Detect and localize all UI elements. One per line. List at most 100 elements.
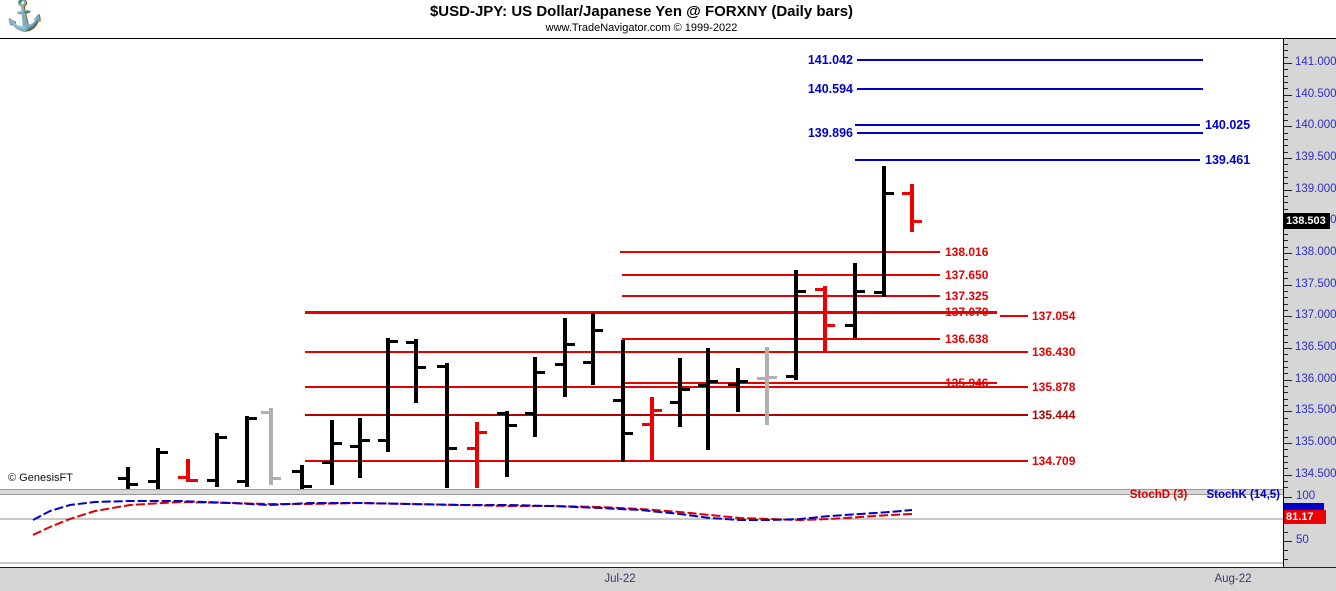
price-chart-panel[interactable] <box>0 39 1283 489</box>
price-axis-tick <box>1284 437 1288 438</box>
level-line <box>305 414 1028 416</box>
level-label: 135.444 <box>1032 408 1076 422</box>
ohlc-bar <box>706 348 710 450</box>
ohlc-bar <box>736 368 740 412</box>
level-line <box>620 251 940 253</box>
last-price-box: 138.503 <box>1284 213 1330 229</box>
price-axis[interactable] <box>1284 39 1336 567</box>
ohlc-bar <box>823 286 827 352</box>
price-axis-tick <box>1284 405 1288 406</box>
price-axis-tick <box>1284 158 1292 159</box>
open-tick <box>118 477 126 480</box>
price-axis-label: 136.000 <box>1295 373 1336 385</box>
price-axis-tick <box>1284 139 1288 140</box>
price-axis-tick <box>1284 253 1292 254</box>
price-axis-tick <box>1284 411 1292 412</box>
price-axis-label: 137.000 <box>1295 309 1336 321</box>
ohlc-bar <box>910 184 914 232</box>
close-tick <box>914 220 922 223</box>
date-axis[interactable] <box>0 567 1336 591</box>
level-line <box>305 460 1028 462</box>
level-line <box>622 274 940 276</box>
ohlc-bar <box>126 467 130 489</box>
price-axis-label: 140.500 <box>1295 88 1336 100</box>
level-line <box>855 159 1200 161</box>
price-axis-tick <box>1284 449 1288 450</box>
open-tick <box>555 363 563 366</box>
ohlc-bar <box>591 313 595 385</box>
price-axis-tick <box>1284 297 1288 298</box>
ohlc-bar <box>414 339 418 403</box>
genesis-watermark: © GenesisFT <box>8 472 73 484</box>
price-axis-tick <box>1284 380 1292 381</box>
stoch-d-legend-label[interactable]: StochD (3) <box>1129 489 1188 501</box>
open-tick <box>525 412 533 415</box>
stoch-k-value-box <box>1284 503 1324 510</box>
panel-divider[interactable] <box>0 489 1283 495</box>
close-tick <box>449 447 457 450</box>
date-label: Aug-22 <box>1214 573 1252 585</box>
price-axis-tick <box>1284 196 1288 197</box>
level-line <box>857 88 1203 90</box>
close-tick <box>710 380 718 383</box>
price-axis-tick <box>1284 430 1288 431</box>
stoch-axis-label: 50 <box>1296 534 1309 546</box>
price-axis-tick <box>1284 278 1288 279</box>
level-label: 135.878 <box>1032 380 1076 394</box>
close-tick <box>567 343 575 346</box>
indicator-legend: StochD (3) StochK (14,5) <box>0 489 1280 501</box>
open-tick <box>350 445 358 448</box>
stoch-axis-label: 100 <box>1296 490 1316 502</box>
close-tick <box>798 290 806 293</box>
stoch-k-legend-label[interactable]: StochK (14,5) <box>1206 489 1281 501</box>
price-axis-tick <box>1284 487 1288 488</box>
open-tick <box>406 341 414 344</box>
open-tick <box>698 384 706 387</box>
price-axis-tick <box>1284 247 1288 248</box>
open-tick <box>642 423 650 426</box>
price-axis-tick <box>1284 202 1288 203</box>
level-line <box>855 124 1200 126</box>
close-tick <box>249 417 257 420</box>
price-axis-label: 139.500 <box>1295 151 1336 163</box>
stochastic-panel[interactable] <box>0 495 1283 566</box>
price-axis-tick <box>1284 291 1288 292</box>
open-tick <box>437 365 445 368</box>
level-line <box>622 295 940 297</box>
ohlc-bar <box>330 420 334 485</box>
level-label: 137.054 <box>1032 309 1076 323</box>
price-axis-tick <box>1284 367 1288 368</box>
price-axis-tick <box>1284 304 1288 305</box>
open-tick <box>178 476 186 479</box>
price-axis-tick <box>1284 63 1292 64</box>
price-axis-tick <box>1284 183 1288 184</box>
close-tick <box>654 409 662 412</box>
price-axis-tick <box>1284 285 1292 286</box>
price-axis-tick <box>1284 316 1292 317</box>
level-label: 141.042 <box>807 53 853 67</box>
close-tick <box>219 436 227 439</box>
price-axis-tick <box>1284 424 1288 425</box>
stoch-axis-tick <box>1284 559 1288 560</box>
ohlc-bar <box>563 318 567 397</box>
price-axis-tick <box>1284 120 1288 121</box>
price-axis-tick <box>1284 69 1288 70</box>
ohlc-bar <box>475 422 479 488</box>
level-label: 140.594 <box>807 82 853 96</box>
price-axis-tick <box>1284 335 1288 336</box>
close-tick <box>509 424 517 427</box>
price-axis-tick <box>1284 88 1288 89</box>
ohlc-bar <box>215 433 219 487</box>
price-axis-tick <box>1284 443 1292 444</box>
ohlc-bar <box>186 459 190 482</box>
ohlc-bar <box>853 263 857 338</box>
close-tick <box>334 442 342 445</box>
price-axis-tick <box>1284 171 1288 172</box>
open-tick <box>613 399 621 402</box>
chart-top-border <box>0 38 1336 39</box>
price-axis-tick <box>1284 95 1292 96</box>
price-axis-tick <box>1284 361 1288 362</box>
ohlc-bar <box>882 166 886 297</box>
open-tick <box>786 375 794 378</box>
close-tick <box>886 192 894 195</box>
